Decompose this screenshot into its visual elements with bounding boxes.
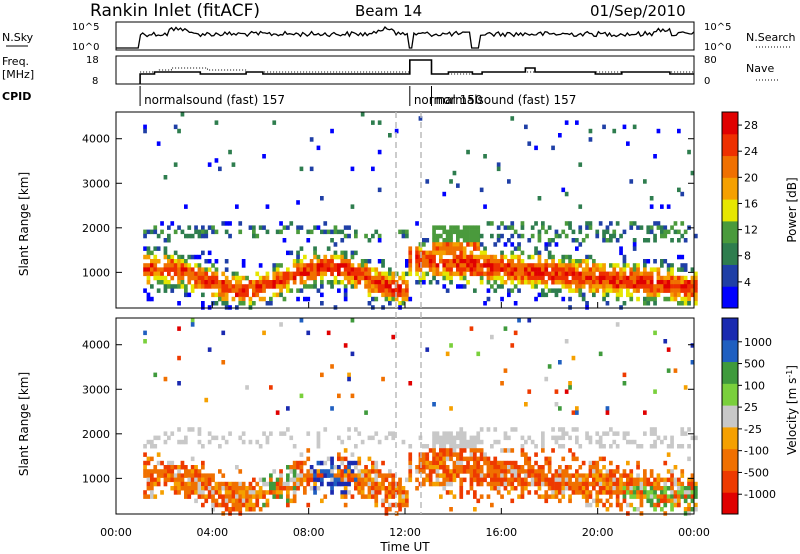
y-tick-label: 1000 bbox=[82, 472, 110, 485]
velocity-colorbar-tick-label: -500 bbox=[744, 466, 769, 479]
power-yticks: 1000 2000 3000 4000 bbox=[82, 133, 694, 279]
freq-strip-frame bbox=[115, 55, 695, 85]
power-colorbar-tick-label: 28 bbox=[744, 119, 758, 132]
power-colorbar-swatch bbox=[722, 220, 738, 244]
power-colorbar-frame bbox=[721, 111, 739, 309]
power-colorbar-swatch bbox=[722, 264, 738, 287]
freq-tick-top: 18 bbox=[86, 55, 99, 66]
y-tick-label: 3000 bbox=[82, 177, 110, 190]
velocity-colorbar-tick-label: 500 bbox=[744, 358, 765, 371]
power-colorbar-swatch bbox=[722, 242, 738, 265]
velocity-colorbar-frame bbox=[721, 317, 739, 515]
power-colorbar-tick-label: 12 bbox=[744, 224, 758, 237]
beam-title: Beam 14 bbox=[355, 2, 422, 20]
velocity-colorbar-tick-label: -1000 bbox=[744, 488, 776, 501]
power-colorbar-swatch bbox=[722, 155, 738, 178]
y-tick-label: 2000 bbox=[82, 428, 110, 441]
power-colorbar-swatch bbox=[722, 112, 738, 135]
power-colorbar-tick-label: 16 bbox=[744, 197, 758, 210]
velocity-colorbar: 1000 500 100 25 -25 -100 -500 -1000 bbox=[721, 317, 776, 515]
x-tick-label: 04:00 bbox=[196, 526, 228, 539]
x-axis-ticks: 00:00 04:00 08:00 12:00 16:00 20:00 00:00 bbox=[100, 302, 710, 539]
nsky-tick-top-left: 10^5 bbox=[72, 22, 99, 33]
cpid-segments: normalsound (fast) 157 normal 150normalso… bbox=[139, 86, 576, 107]
velocity-colorbar-swatch bbox=[722, 383, 738, 406]
nave-tick-top: 80 bbox=[704, 55, 717, 66]
y-tick-label: 2000 bbox=[82, 222, 110, 235]
power-colorbar-tick-label: 8 bbox=[744, 250, 751, 263]
y-tick-label: 4000 bbox=[82, 339, 110, 352]
velocity-colorbar-swatch bbox=[722, 426, 738, 450]
velocity-colorbar-swatch bbox=[722, 405, 738, 428]
nave-trace bbox=[140, 59, 694, 75]
velocity-colorbar-swatch bbox=[722, 470, 738, 493]
x-tick-label: 08:00 bbox=[293, 526, 325, 539]
power-heatmap bbox=[115, 111, 698, 310]
velocity-colorbar-swatch bbox=[722, 448, 738, 471]
power-colorbar: 4 8 12 16 20 24 28 bbox=[721, 111, 758, 309]
power-colorbar-swatch bbox=[722, 133, 738, 157]
freq-tick-bottom: 8 bbox=[92, 76, 98, 87]
nsky-strip-frame bbox=[115, 21, 695, 51]
power-colorbar-swatch bbox=[722, 286, 738, 309]
velocity-colorbar-tick-label: -100 bbox=[744, 445, 769, 458]
power-colorbar-label: Power [dB] bbox=[785, 177, 799, 242]
nave-label: Nave bbox=[746, 62, 774, 75]
x-tick-label: 16:00 bbox=[485, 526, 517, 539]
nsky-label: N.Sky bbox=[2, 31, 34, 44]
power-colorbar-tick-label: 24 bbox=[744, 145, 758, 158]
power-ylabel: Slant Range [km] bbox=[17, 172, 31, 276]
x-tick-label: 00:00 bbox=[678, 526, 710, 539]
velocity-colorbar-tick-label: -25 bbox=[744, 423, 762, 436]
power-colorbar-tick-label: 4 bbox=[744, 276, 751, 289]
station-title: Rankin Inlet (fitACF) bbox=[90, 1, 260, 21]
velocity-yticks: 1000 2000 3000 4000 bbox=[82, 339, 694, 485]
nave-tick-bottom: 0 bbox=[704, 76, 710, 87]
y-tick-label: 3000 bbox=[82, 383, 110, 396]
power-colorbar-tick-label: 20 bbox=[744, 171, 758, 184]
date-title: 01/Sep/2010 bbox=[590, 2, 686, 20]
freq-label: Freq. bbox=[2, 55, 29, 68]
x-tick-label: 00:00 bbox=[100, 526, 132, 539]
velocity-colorbar-swatch bbox=[722, 339, 738, 363]
cpid-segment-label: normalsound (fast) 157 bbox=[144, 93, 285, 107]
nsky-tick-top-right: 10^5 bbox=[704, 22, 731, 33]
velocity-colorbar-swatch bbox=[722, 318, 738, 341]
velocity-colorbar-swatch bbox=[722, 492, 738, 515]
velocity-colorbar-tick-label: 1000 bbox=[744, 336, 772, 349]
freq-trace bbox=[139, 59, 694, 85]
velocity-colorbar-tick-label: 100 bbox=[744, 379, 765, 392]
freq-unit-label: [MHz] bbox=[2, 68, 34, 81]
x-tick-label: 12:00 bbox=[389, 526, 421, 539]
velocity-ylabel: Slant Range [km] bbox=[17, 372, 31, 476]
x-tick-label: 20:00 bbox=[582, 526, 614, 539]
velocity-colorbar-tick-label: 25 bbox=[744, 401, 758, 414]
power-colorbar-swatch bbox=[722, 199, 738, 222]
nsky-tick-bottom-right: 10^0 bbox=[704, 42, 731, 53]
y-tick-label: 1000 bbox=[82, 266, 110, 279]
velocity-heatmap bbox=[115, 317, 698, 516]
velocity-colorbar-swatch bbox=[722, 361, 738, 384]
nsky-trace bbox=[116, 25, 695, 49]
nsearch-label: N.Search bbox=[746, 31, 796, 44]
cpid-label: CPID bbox=[2, 90, 31, 103]
y-tick-label: 4000 bbox=[82, 133, 110, 146]
nsky-tick-bottom-left: 10^0 bbox=[72, 42, 99, 53]
cpid-segment-label: normalsound (fast) 157 bbox=[435, 93, 576, 107]
x-axis-label: Time UT bbox=[379, 540, 430, 554]
power-colorbar-swatch bbox=[722, 177, 738, 200]
velocity-colorbar-label: Velocity [m s-1] bbox=[785, 365, 800, 455]
